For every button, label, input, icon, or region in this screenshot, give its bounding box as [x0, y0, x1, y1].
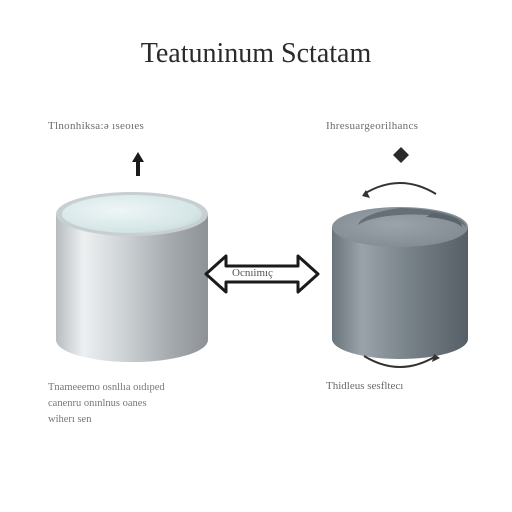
diamond-icon: [392, 146, 410, 164]
left-sublabel: Tlnonhiksa:ə ıseoıes: [48, 120, 144, 132]
arrow-up-icon: [130, 150, 146, 178]
right-cylinder: [328, 205, 472, 365]
left-caption: Tnameeemo osnllıa oıdıpedcanenru onınlnu…: [48, 380, 218, 427]
arc-bottom-icon: [350, 350, 450, 380]
center-label: Ocnıimıç: [232, 267, 273, 279]
arc-icon: [350, 168, 450, 202]
right-sublabel: Ihresuargeorilhancs: [326, 120, 418, 132]
left-cylinder: [52, 188, 212, 368]
right-caption: Thidleus sesfltecı: [326, 380, 476, 392]
page-title: Teatuninum Sctatam: [0, 38, 512, 70]
